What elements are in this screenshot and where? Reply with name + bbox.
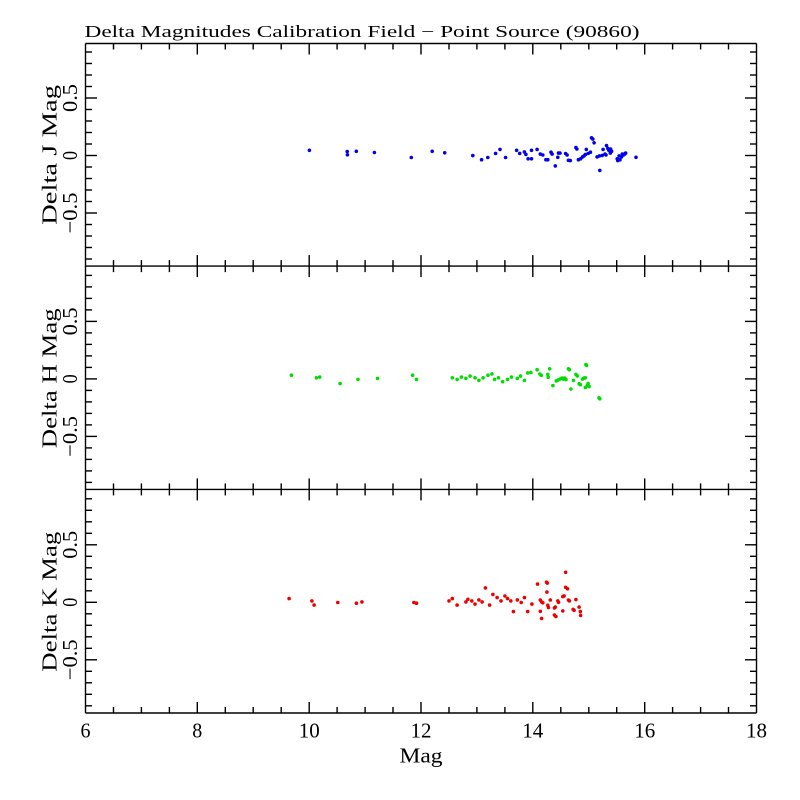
svg-text:0.5: 0.5	[58, 531, 82, 559]
svg-text:Delta J Mag: Delta J Mag	[38, 84, 62, 225]
svg-text:−0.5: −0.5	[58, 639, 82, 680]
svg-text:0: 0	[58, 598, 82, 607]
svg-text:−0.5: −0.5	[58, 416, 82, 457]
svg-text:0: 0	[58, 151, 82, 160]
svg-text:18: 18	[746, 719, 767, 743]
svg-text:12: 12	[411, 719, 432, 743]
svg-text:10: 10	[299, 719, 320, 743]
svg-text:Delta K Mag: Delta K Mag	[38, 531, 62, 672]
svg-text:−0.5: −0.5	[58, 193, 82, 234]
svg-text:Delta H Mag: Delta H Mag	[38, 308, 62, 449]
svg-text:16: 16	[634, 719, 655, 743]
svg-text:8: 8	[192, 719, 202, 743]
svg-text:Delta Magnitudes Calibration F: Delta Magnitudes Calibration Field − Poi…	[85, 22, 640, 41]
svg-text:Mag: Mag	[400, 744, 444, 768]
svg-text:0.5: 0.5	[58, 84, 82, 112]
svg-text:6: 6	[81, 719, 91, 743]
svg-text:0: 0	[58, 374, 82, 383]
svg-text:0.5: 0.5	[58, 307, 82, 335]
svg-text:14: 14	[522, 719, 544, 743]
